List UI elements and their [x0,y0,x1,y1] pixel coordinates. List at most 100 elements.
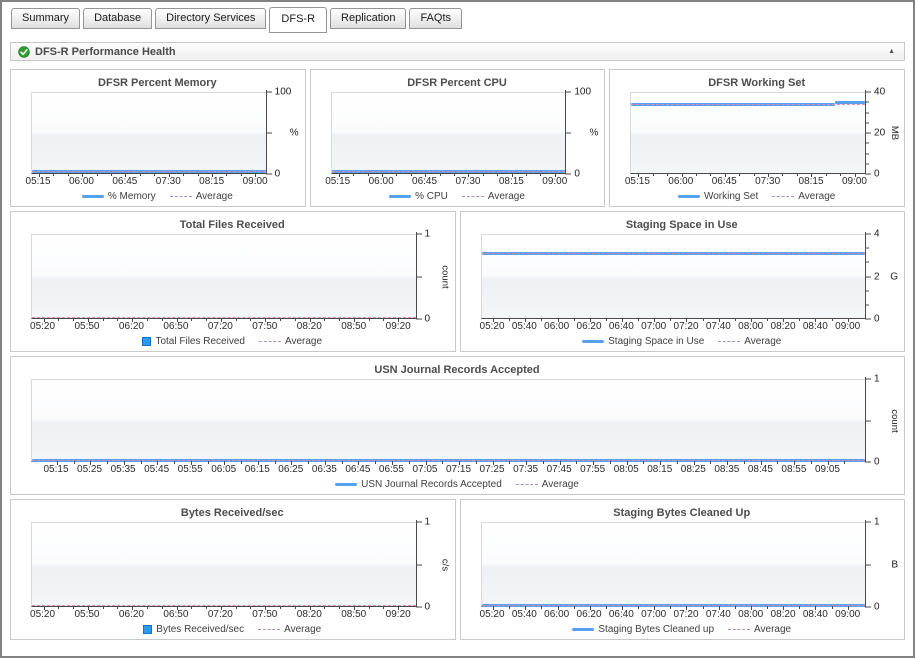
y-tick [865,233,871,235]
x-tick-minor [541,318,543,321]
x-tick [693,461,695,465]
x-tick-minor [702,318,704,321]
y-axis-unit: G [890,271,898,282]
x-tick-label: 07:20 [673,321,699,332]
x-tick-label: 06:55 [378,464,404,475]
tab-database[interactable]: Database [83,8,153,29]
tab-faqts[interactable]: FAQts [409,8,462,29]
legend-item-average: Average [718,336,781,347]
x-tick [398,606,400,610]
x-tick-minor [324,606,326,609]
x-tick-minor [777,461,779,464]
y-axis-unit: c/s [439,558,451,571]
x-tick-minor [161,318,163,321]
status-ok-icon [18,45,30,58]
x-tick [622,606,623,610]
x-tick-minor [274,461,276,464]
x-tick-minor [58,318,60,321]
x-tick-minor [408,461,410,464]
y-tick-minor [865,122,870,124]
x-tick-label: 07:00 [641,609,667,620]
x-tick-label: 06:20 [576,609,602,620]
y-tick [415,606,422,608]
x-tick [557,606,559,610]
x-tick [554,173,556,177]
y-tick-label: 0 [424,313,431,325]
legend-item-average: Average [728,624,791,635]
y-axis-line [565,90,567,174]
y-tick [565,173,572,175]
section-header: DFS-R Performance Health ▲ [10,42,905,61]
x-tick-label: 06:45 [412,176,438,187]
x-tick [265,606,267,610]
plot-area [480,234,865,322]
x-tick [168,173,170,177]
y-tick [865,564,871,565]
x-tick-label: 07:05 [412,464,438,475]
x-tick-label: 05:25 [77,464,103,475]
tab-replication[interactable]: Replication [330,8,407,29]
tab-dfs-r[interactable]: DFS-R [269,7,328,33]
legend-item-memory: % Memory [81,191,156,202]
x-tick-label: 08:15 [647,464,673,475]
plot-area [31,522,416,610]
legend-square-swatch [142,336,152,346]
y-tick-minor [865,142,870,144]
chart-title: USN Journal Records Accepted [374,364,540,376]
x-tick [654,606,656,610]
tab-summary[interactable]: Summary [11,8,81,29]
x-tick-minor [605,606,607,609]
chart-panel-total-files-received: Total Files Received 05:20 05:50 06:20 06:50… [10,211,456,352]
collapse-up-icon[interactable]: ▲ [888,48,895,55]
x-axis-labels: 05:15 06:00 06:45 07:30 08:15 09:00 [325,174,567,188]
x-tick-label: 06:50 [163,609,189,620]
x-tick-minor [670,318,672,321]
x-tick-minor [509,606,511,609]
x-tick-minor [161,606,163,609]
y-axis: 1 0 c/s [415,517,451,613]
x-tick-minor [102,318,104,321]
x-tick-minor [353,173,355,176]
x-tick [750,606,752,610]
x-tick [257,461,259,465]
x-tick-minor [753,173,755,176]
x-tick-minor [206,318,208,321]
x-tick [190,461,192,465]
x-tick-label: 07:55 [580,464,606,475]
y-tick-minor [865,261,869,263]
y-tick-label: 40 [874,86,886,98]
x-tick-label: 08:05 [613,464,639,475]
legend-square-swatch [143,624,153,634]
x-tick-label: 06:50 [163,321,189,332]
y-tick [865,521,871,523]
tab-directory-services[interactable]: Directory Services [155,8,267,29]
x-tick-label: 08:50 [341,609,367,620]
x-tick-minor [111,173,113,176]
x-tick-minor [383,318,385,321]
x-axis-labels: 05:20 05:50 06:20 06:50 07:20 07:50 08:20 08:50… [30,319,416,333]
x-tick-minor [324,318,326,321]
x-tick-minor [799,606,801,609]
y-axis: 1 0 B [865,517,899,613]
x-tick-label: 07:20 [673,609,699,620]
y-axis-unit: % [289,127,299,139]
x-tick-minor [235,318,237,321]
x-tick-minor [191,318,193,321]
x-tick-minor [542,461,544,464]
x-tick-minor [294,318,296,321]
x-tick-label: 05:20 [30,321,56,332]
x-tick-minor [739,173,741,176]
x-tick [511,173,513,177]
legend-label: Average [798,190,836,202]
x-axis-labels: 05:15 05:25 05:35 05:45 05:55 06:05 06:15 06:25… [31,462,865,476]
legend-item-average: Average [772,191,835,202]
x-tick [854,173,856,177]
x-tick-minor [117,606,119,609]
x-tick-label: 05:35 [110,464,136,475]
x-tick [358,461,360,465]
x-tick-label: 06:35 [311,464,337,475]
x-tick-minor [375,461,377,464]
legend-label: USN Journal Records Accepted [361,478,502,490]
x-tick-label: 09:20 [385,321,411,332]
x-tick-label: 08:00 [738,321,764,332]
